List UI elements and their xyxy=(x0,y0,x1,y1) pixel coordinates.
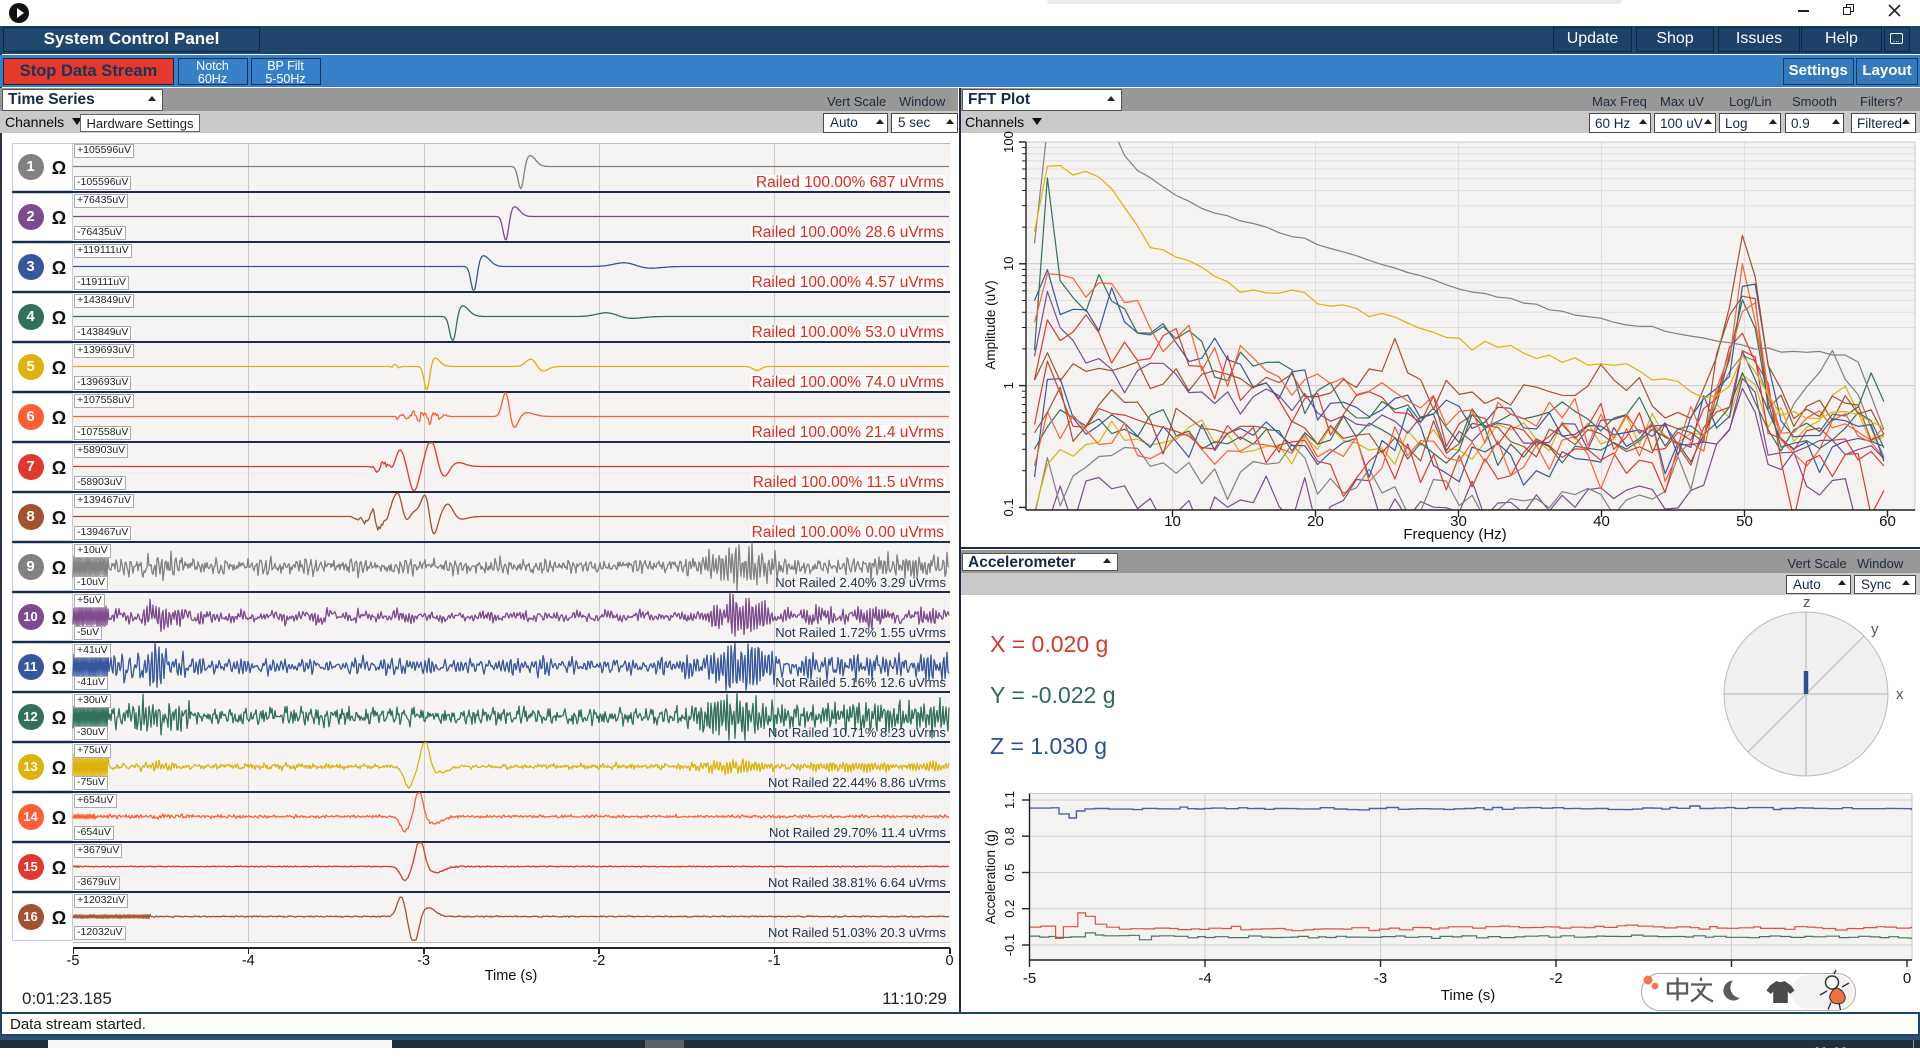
svg-text:x: x xyxy=(1896,686,1904,703)
svg-text:10: 10 xyxy=(1164,513,1181,530)
svg-text:0.2: 0.2 xyxy=(1002,900,1017,918)
svg-text:50: 50 xyxy=(1736,513,1753,530)
svg-text:Time (s): Time (s) xyxy=(1441,987,1495,1004)
svg-text:1.1: 1.1 xyxy=(1002,791,1017,809)
svg-text:y: y xyxy=(1871,621,1879,638)
svg-text:0.5: 0.5 xyxy=(1002,863,1017,881)
svg-text:10: 10 xyxy=(1001,257,1016,271)
svg-text:-3: -3 xyxy=(1374,970,1387,987)
svg-text:0.1: 0.1 xyxy=(1001,498,1016,516)
svg-text:z: z xyxy=(1803,594,1811,611)
svg-text:100: 100 xyxy=(1001,131,1016,153)
svg-text:Amplitude (uV): Amplitude (uV) xyxy=(983,280,998,369)
svg-text:-0.1: -0.1 xyxy=(1002,934,1017,956)
svg-text:Frequency (Hz): Frequency (Hz) xyxy=(1403,526,1506,543)
svg-text:1: 1 xyxy=(1001,382,1016,389)
svg-text:0: 0 xyxy=(1903,970,1911,987)
svg-text:20: 20 xyxy=(1307,513,1324,530)
svg-text:-5: -5 xyxy=(1023,970,1036,987)
svg-text:0.8: 0.8 xyxy=(1002,827,1017,845)
svg-text:-4: -4 xyxy=(1198,970,1211,987)
svg-text:40: 40 xyxy=(1593,513,1610,530)
svg-text:-2: -2 xyxy=(1549,970,1562,987)
svg-text:60: 60 xyxy=(1879,513,1896,530)
svg-text:Acceleration (g): Acceleration (g) xyxy=(983,830,998,925)
svg-text:30: 30 xyxy=(1450,513,1467,530)
